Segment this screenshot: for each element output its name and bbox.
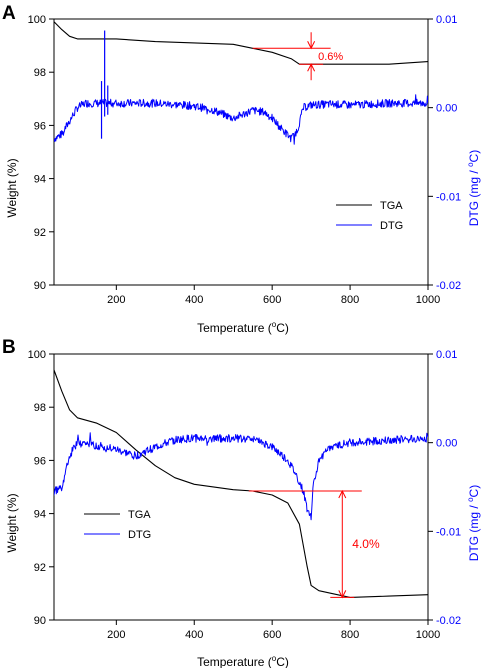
y-tick-label: 94 bbox=[34, 509, 46, 521]
y-tick-label: 100 bbox=[28, 349, 46, 361]
x-tick-label: 200 bbox=[107, 294, 125, 306]
legend-label: TGA bbox=[128, 509, 151, 521]
y-tick-label: 94 bbox=[34, 174, 46, 186]
panel-label: A bbox=[2, 3, 16, 24]
x-axis-title: Temperature (oC) bbox=[197, 654, 289, 668]
legend: TGA DTG bbox=[84, 509, 151, 541]
annotation-arrowhead bbox=[338, 489, 347, 499]
y2-tick-label: -0.01 bbox=[436, 526, 461, 538]
panel-a: A 90 92 94 96 98 100 -0.02 -0.01 0.00 0.01 200 400 6… bbox=[2, 3, 481, 335]
x-axis-title: Temperature (oC) bbox=[197, 320, 289, 335]
y-tick-label: 92 bbox=[34, 562, 46, 574]
x-tick-label: 600 bbox=[263, 294, 281, 306]
panel-b: B 90 92 94 96 98 100 -0.02 -0.01 0.00 0.01 200 400 6… bbox=[2, 337, 481, 668]
y-tick-label: 98 bbox=[34, 67, 46, 79]
y2-tick-label: 0.01 bbox=[436, 349, 457, 361]
y2-tick-label: -0.01 bbox=[436, 191, 461, 203]
series-group bbox=[54, 369, 428, 598]
y2-axis-title: DTG (mg / oC) bbox=[466, 485, 481, 561]
x-tick-label: 200 bbox=[107, 629, 125, 641]
x-tick-label: 400 bbox=[185, 294, 203, 306]
legend-label: DTG bbox=[380, 220, 403, 232]
annotation-label: 4.0% bbox=[352, 537, 380, 551]
plot-frame bbox=[53, 18, 429, 286]
y-tick-label: 96 bbox=[34, 455, 46, 467]
annotation-label: 0.6% bbox=[318, 51, 343, 63]
y-tick-label: 90 bbox=[34, 615, 46, 627]
x-tick-label: 600 bbox=[263, 629, 281, 641]
plot-area: 90 92 94 96 98 100 -0.02 -0.01 0.00 0.01 200 400 600… bbox=[28, 349, 461, 641]
annotation-arrowhead bbox=[307, 41, 316, 50]
legend-label: TGA bbox=[380, 200, 403, 212]
y-axis-title: Weight (%) bbox=[5, 158, 19, 217]
x-tick-label: 400 bbox=[185, 629, 203, 641]
plot-frame bbox=[53, 353, 429, 621]
y2-tick-label: 0.00 bbox=[436, 103, 457, 115]
x-tick-label: 800 bbox=[341, 629, 359, 641]
x-tick-label: 1000 bbox=[416, 294, 440, 306]
legend-label: DTG bbox=[128, 529, 151, 541]
y-axis-title: Weight (%) bbox=[5, 493, 19, 552]
x-tick-label: 800 bbox=[341, 294, 359, 306]
y2-tick-label: -0.02 bbox=[436, 280, 461, 292]
y2-tick-label: -0.02 bbox=[436, 615, 461, 627]
y2-tick-label: 0.00 bbox=[436, 438, 457, 450]
y-tick-label: 100 bbox=[28, 14, 46, 26]
x-tick-label: 1000 bbox=[416, 629, 440, 641]
y-tick-label: 90 bbox=[34, 280, 46, 292]
series-dtg-line bbox=[54, 432, 428, 521]
y2-axis-title: DTG (mg / oC) bbox=[466, 150, 481, 226]
series-tga-line bbox=[54, 369, 428, 598]
series-tga-line bbox=[54, 21, 428, 65]
series-dtg-line bbox=[54, 94, 428, 145]
annotation-arrowhead bbox=[307, 63, 316, 72]
panel-label: B bbox=[2, 337, 16, 358]
plot-area: 90 92 94 96 98 100 -0.02 -0.01 0.00 0.01 200 400 600… bbox=[28, 14, 461, 306]
legend: TGA DTG bbox=[336, 200, 403, 232]
annotation-arrowhead bbox=[338, 590, 347, 599]
y2-tick-label: 0.01 bbox=[436, 14, 457, 26]
y-tick-label: 98 bbox=[34, 402, 46, 414]
y-tick-label: 92 bbox=[34, 227, 46, 239]
series-group bbox=[54, 21, 428, 145]
y-tick-label: 96 bbox=[34, 120, 46, 132]
